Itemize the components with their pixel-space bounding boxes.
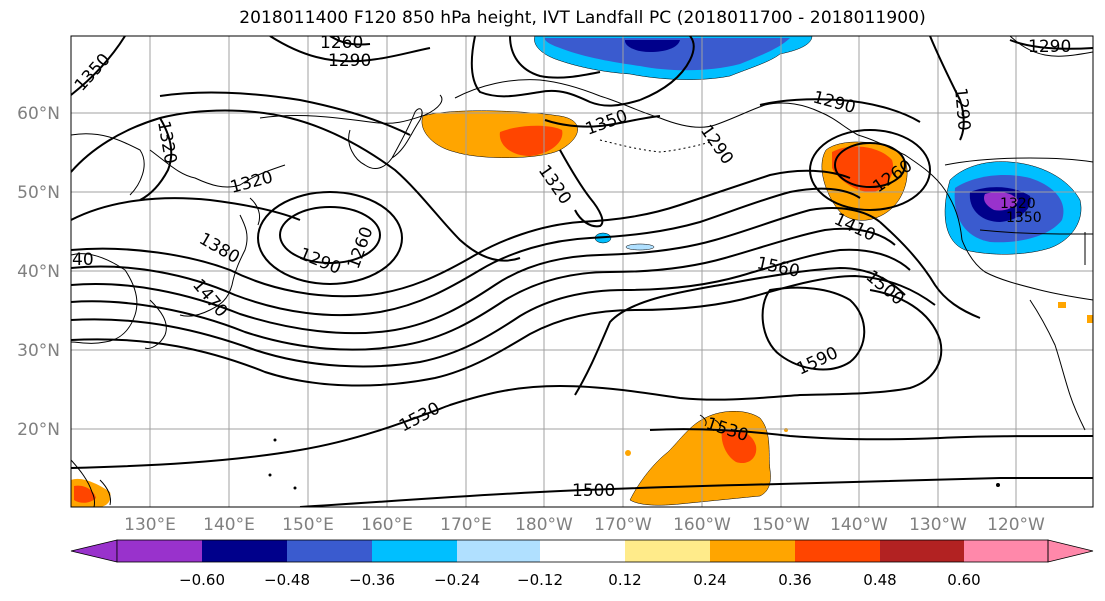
map-panel: 1260 1290 1350 1320 1290 1320 1290 1260 … bbox=[71, 33, 1093, 507]
colorbar-high-extend bbox=[1047, 539, 1094, 563]
map-frame bbox=[70, 35, 1094, 508]
lon-label: 120°W bbox=[987, 515, 1045, 535]
colorbar-tick-label: −0.36 bbox=[349, 571, 395, 589]
lon-label: 130°E bbox=[124, 515, 176, 535]
lat-label: 60°N bbox=[17, 104, 60, 124]
colorbar-segment bbox=[795, 540, 880, 562]
colorbar-tick-label: 0.48 bbox=[863, 571, 897, 589]
lat-label: 50°N bbox=[17, 183, 60, 203]
lon-label: 170°E bbox=[440, 515, 492, 535]
colorbar-low-extend bbox=[70, 539, 118, 563]
contour-label: 1350 bbox=[1006, 210, 1042, 226]
colorbar-tick-label: 0.60 bbox=[947, 571, 981, 589]
ivt-strong-region-hawaii bbox=[721, 429, 757, 464]
contour-label: 1290 bbox=[950, 87, 974, 132]
colorbar-tick-label: −0.12 bbox=[517, 571, 563, 589]
colorbar-tick-label: 0.36 bbox=[778, 571, 812, 589]
contour-label: 1290 bbox=[328, 51, 371, 71]
lat-label: 40°N bbox=[17, 262, 60, 282]
colorbar-segment bbox=[625, 540, 710, 562]
ivt-strong-region-sw bbox=[74, 485, 96, 503]
colorbar-frame bbox=[116, 539, 1049, 563]
ivt-negative-region-north-core bbox=[624, 40, 680, 52]
colorbar-segment bbox=[880, 540, 964, 562]
ivt-negative-spot-2 bbox=[625, 243, 655, 251]
lat-label: 20°N bbox=[17, 420, 60, 440]
lon-label: 130°W bbox=[909, 515, 967, 535]
lat-label: 30°N bbox=[17, 341, 60, 361]
colorbar-segment bbox=[117, 540, 202, 562]
colorbar-tick-label: −0.24 bbox=[434, 571, 480, 589]
height-contours bbox=[71, 36, 1093, 507]
ivt-negative-region-na-peak bbox=[984, 192, 1018, 211]
colorbar-segment bbox=[287, 540, 372, 562]
lon-label: 150°E bbox=[282, 515, 334, 535]
colorbar-segment bbox=[202, 540, 287, 562]
contour-label: 1320 bbox=[1000, 196, 1036, 212]
colorbar-segment bbox=[710, 540, 795, 562]
lon-label: 180°W bbox=[515, 515, 573, 535]
lon-label: 150°W bbox=[752, 515, 810, 535]
contour-label: 40 bbox=[72, 250, 94, 270]
colorbar-tick-label: −0.60 bbox=[179, 571, 225, 589]
colorbar-segment bbox=[372, 540, 457, 562]
colorbar-tick-label: 0.24 bbox=[693, 571, 727, 589]
ivt-strong-region-bering bbox=[499, 125, 563, 156]
map-title: 2018011400 F120 850 hPa height, IVT Land… bbox=[239, 8, 926, 28]
colorbar-segment bbox=[457, 540, 540, 562]
lon-label: 140°E bbox=[203, 515, 255, 535]
contour-label: 1260 bbox=[320, 33, 363, 53]
ivt-negative-region-north-inner bbox=[544, 38, 790, 71]
colorbar bbox=[70, 539, 1094, 563]
lon-label: 140°W bbox=[830, 515, 888, 535]
colorbar-tick-label: −0.48 bbox=[264, 571, 310, 589]
colorbar-tick-label: 0.12 bbox=[608, 571, 642, 589]
contour-label: 1290 bbox=[1028, 37, 1071, 57]
colorbar-segment bbox=[964, 540, 1048, 562]
ivt-positive-spot-3 bbox=[1058, 302, 1066, 308]
lon-label: 170°W bbox=[594, 515, 652, 535]
contour-label: 1500 bbox=[572, 481, 615, 501]
ivt-positive-spot-1 bbox=[625, 450, 631, 456]
colorbar-segment bbox=[540, 540, 625, 562]
lon-label: 160°E bbox=[361, 515, 413, 535]
ivt-positive-spot-4 bbox=[1087, 315, 1093, 323]
lon-label: 160°W bbox=[673, 515, 731, 535]
